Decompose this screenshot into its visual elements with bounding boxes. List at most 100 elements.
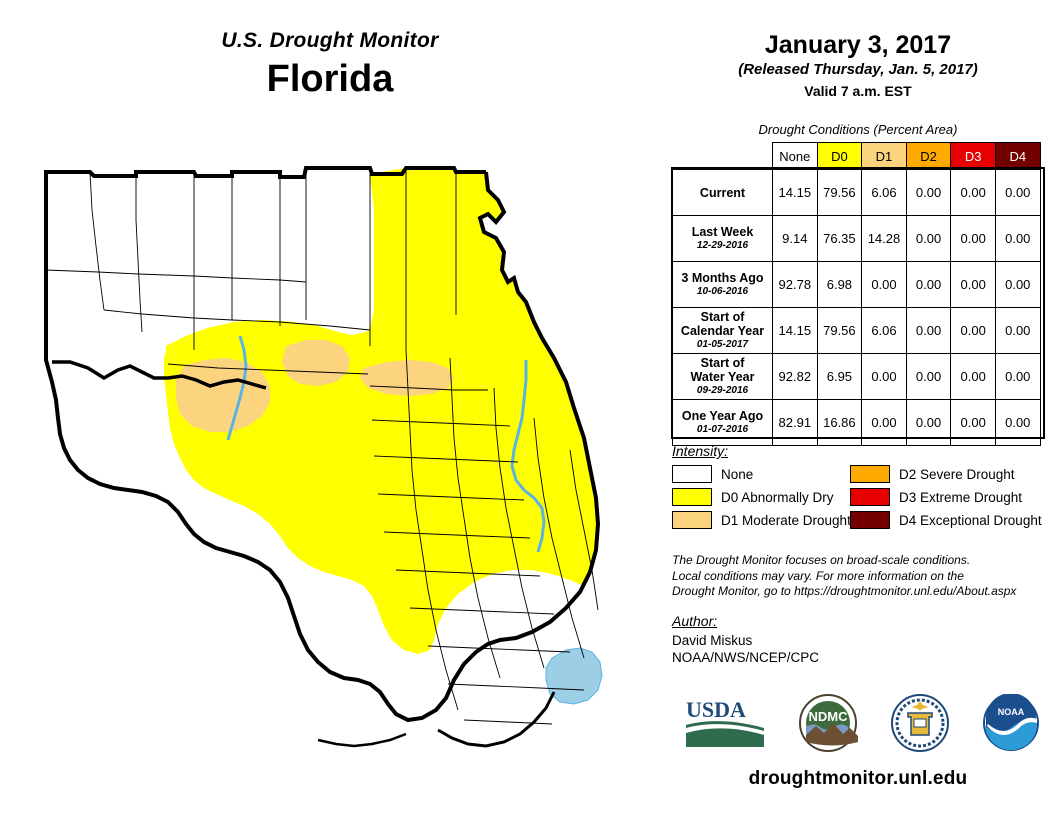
partner-logos: USDA NDMC [668,690,1056,760]
table-row: Last Week 12-29-2016 9.14 76.35 14.28 0.… [672,215,1041,262]
cell-current-none: 14.15 [772,169,818,216]
county-boundaries [45,168,599,725]
usda-logo: USDA [684,695,766,756]
author-name: David Miskus [672,633,753,648]
state-title: Florida [266,58,394,100]
row-subdate: 01-07-2016 [696,424,749,435]
cell-3months-none: 92.78 [772,261,818,308]
cell-wateryear-d0: 6.95 [816,353,863,400]
valid-time: Valid 7 a.m. EST [804,83,912,99]
right-info-panel: January 3, 2017 (Released Thursday, Jan.… [660,0,1056,816]
drought-conditions-table: None D0 D1 D2 D3 D4 Current 14.15 79.56 … [672,142,1041,446]
map-svg[interactable] [18,150,668,750]
cell-3months-d4: 0.00 [994,261,1041,308]
intensity-legend-title: Intensity: [672,443,729,459]
row-title: One Year Ago [681,409,764,423]
column-header-d3: D3 [950,142,996,170]
cell-calyear-d2: 0.00 [905,307,952,354]
usdc-seal-icon [890,693,950,758]
svg-text:USDA: USDA [686,697,746,722]
water-features [226,335,603,705]
intensity-legend: Intensity: None D2 Severe Drought D0 Abn… [672,443,1056,529]
row-label-3-months-ago: 3 Months Ago 10-06-2016 [672,261,773,308]
cell-lastweek-d0: 76.35 [816,215,863,262]
row-title: Last Week [691,225,754,239]
cell-calyear-none: 14.15 [772,307,818,354]
legend-item-d1: D1 Moderate Drought [672,511,851,529]
cell-oneyear-d2: 0.00 [905,399,952,446]
disclaimer-line-3: Drought Monitor, go to https://droughtmo… [672,584,1017,598]
row-label-one-year-ago: One Year Ago 01-07-2016 [672,399,773,446]
cell-calyear-d3: 0.00 [950,307,996,354]
column-header-d0: D0 [816,142,863,170]
website-url[interactable]: droughtmonitor.unl.edu [748,768,968,789]
cell-3months-d2: 0.00 [905,261,952,308]
florida-drought-map[interactable] [18,150,668,750]
cell-3months-d0: 6.98 [816,261,863,308]
legend-item-d3: D3 Extreme Drought [850,488,1056,506]
cell-oneyear-d3: 0.00 [950,399,996,446]
cell-lastweek-d4: 0.00 [994,215,1041,262]
report-date: January 3, 2017 [764,31,952,59]
column-header-none: None [772,142,818,170]
row-label-start-calendar-year: Start of Calendar Year 01-05-2017 [672,307,773,354]
cell-wateryear-d2: 0.00 [905,353,952,400]
legend-label-d1: D1 Moderate Drought [721,512,851,528]
legend-item-d0: D0 Abnormally Dry [672,488,850,506]
cell-wateryear-d4: 0.00 [994,353,1041,400]
author-affiliation: NOAA/NWS/NCEP/CPC [672,650,820,665]
legend-label-d3: D3 Extreme Drought [899,489,1023,505]
swatch-d1 [672,511,712,529]
swatch-none [672,465,712,483]
program-title: U.S. Drought Monitor [221,29,439,52]
noaa-logo: NOAA [982,692,1040,757]
row-label-last-week: Last Week 12-29-2016 [672,215,773,262]
table-caption: Drought Conditions (Percent Area) [758,122,958,137]
swatch-d4 [850,511,890,529]
table-row: One Year Ago 01-07-2016 82.91 16.86 0.00… [672,399,1041,446]
row-subdate: 01-05-2017 [696,339,749,350]
row-title: 3 Months Ago [681,271,764,285]
legend-label-d0: D0 Abnormally Dry [721,489,834,505]
cell-lastweek-d1: 14.28 [861,215,907,262]
column-header-d2: D2 [905,142,952,170]
cell-current-d3: 0.00 [950,169,996,216]
svg-text:NDMC: NDMC [809,709,849,724]
date-block: January 3, 2017 (Released Thursday, Jan.… [660,30,1056,101]
cell-current-d0: 79.56 [816,169,863,216]
row-label-current: Current [672,169,773,216]
map-title-block: U.S. Drought Monitor Florida [0,28,660,102]
cell-lastweek-d3: 0.00 [950,215,996,262]
cell-current-d2: 0.00 [905,169,952,216]
disclaimer-text: The Drought Monitor focuses on broad-sca… [672,553,1056,600]
legend-label-d2: D2 Severe Drought [899,466,1015,482]
cell-wateryear-d1: 0.00 [861,353,907,400]
column-header-d4: D4 [994,142,1041,170]
cell-lastweek-none: 9.14 [772,215,818,262]
row-title: Start of Water Year [690,356,755,384]
cell-current-d1: 6.06 [861,169,907,216]
cell-oneyear-d1: 0.00 [861,399,907,446]
row-title: Current [699,185,746,200]
table-row: Start of Calendar Year 01-05-2017 14.15 … [672,307,1041,354]
disclaimer-line-2: Local conditions may vary. For more info… [672,568,964,583]
cell-lastweek-d2: 0.00 [905,215,952,262]
author-block: Author: David Miskus NOAA/NWS/NCEP/CPC [672,613,1056,666]
cell-current-d4: 0.00 [994,169,1041,216]
cell-oneyear-d0: 16.86 [816,399,863,446]
cell-wateryear-none: 92.82 [772,353,818,400]
row-label-start-water-year: Start of Water Year 09-29-2016 [672,353,773,400]
release-date: (Released Thursday, Jan. 5, 2017) [738,61,978,78]
table-row: 3 Months Ago 10-06-2016 92.78 6.98 0.00 … [672,261,1041,308]
cell-calyear-d1: 6.06 [861,307,907,354]
state-outline [44,166,601,748]
svg-text:NOAA: NOAA [998,707,1025,717]
cell-calyear-d4: 0.00 [994,307,1041,354]
cell-3months-d3: 0.00 [950,261,996,308]
table-body: Current 14.15 79.56 6.06 0.00 0.00 0.00 … [672,169,1041,446]
table-corner-cell [673,143,773,170]
cell-oneyear-d4: 0.00 [994,399,1041,446]
swatch-d2 [850,465,890,483]
cell-calyear-d0: 79.56 [816,307,863,354]
cell-wateryear-d3: 0.00 [950,353,996,400]
